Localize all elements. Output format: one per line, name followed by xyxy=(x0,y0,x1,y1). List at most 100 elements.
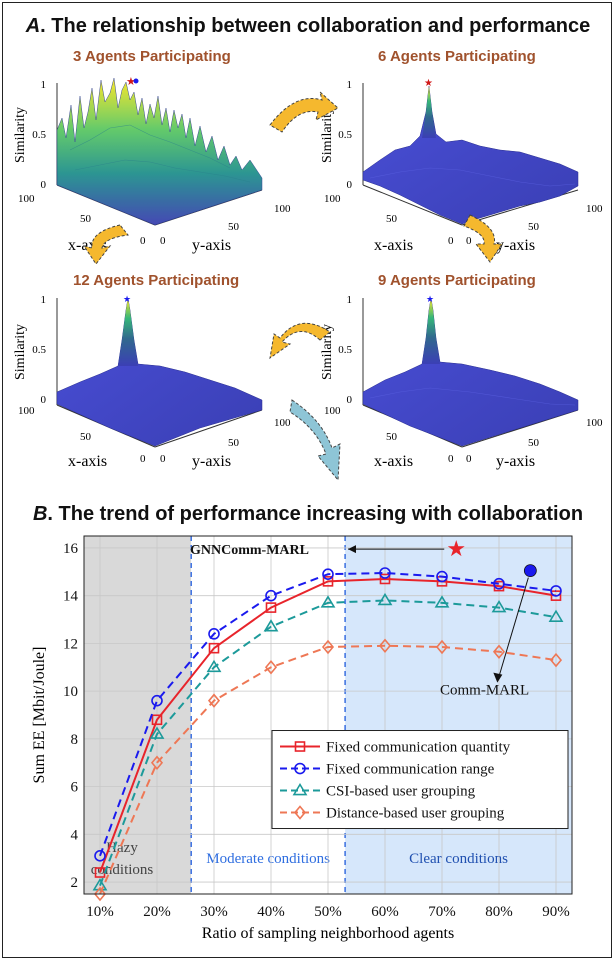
annotation-comm: Comm-MARL xyxy=(440,683,529,699)
legend-label-1: Fixed communication range xyxy=(326,762,495,778)
legend-label-3: Distance-based user grouping xyxy=(326,806,505,822)
xlabel-p3: x-axis xyxy=(68,453,107,470)
data-point-1-4 xyxy=(322,568,334,580)
ylabel-p3: y-axis xyxy=(192,453,231,470)
tick-x-0-p1: 0 xyxy=(140,235,146,247)
data-point-3-3 xyxy=(264,660,278,675)
surface-3-agents-mesh xyxy=(56,77,263,226)
tick-y-100-p3: 100 xyxy=(274,417,291,429)
data-point-2-8 xyxy=(548,609,564,622)
arrow-down-right-icon xyxy=(463,214,503,263)
tick-z-0-p4: 0 xyxy=(347,394,353,406)
data-point-2-7 xyxy=(491,600,507,613)
x-tick-label: 80% xyxy=(485,904,513,920)
legend-label-0: Fixed communication quantity xyxy=(326,740,511,756)
tick-z-1-p1: 1 xyxy=(41,79,47,91)
section-a-title: A. The relationship between collaboratio… xyxy=(25,15,591,37)
data-point-0-4 xyxy=(322,576,334,587)
panel-title-9-agents: 9 Agents Participating xyxy=(378,272,536,289)
peak-marker-12: ★ xyxy=(123,294,131,304)
surface-panel-6-agents: ★ xyxy=(362,78,579,226)
data-point-1-1 xyxy=(151,694,163,707)
surface-panel-3-agents: ★ xyxy=(56,76,263,226)
circle-marker-icon xyxy=(523,564,537,578)
data-point-3-5 xyxy=(378,638,392,654)
tick-y-0-p2: 0 xyxy=(466,235,472,247)
region-label-2: Clear conditions xyxy=(409,851,508,867)
data-point-2-0 xyxy=(92,878,108,891)
legend-marker-0 xyxy=(294,741,306,752)
y-tick-label: 6 xyxy=(71,780,79,796)
tick-z-0-p2: 0 xyxy=(347,179,353,191)
data-point-2-3 xyxy=(263,619,279,632)
y-tick-label: 10 xyxy=(63,684,78,700)
zlabel-p2: Similarity xyxy=(320,107,335,163)
x-tick-label: 30% xyxy=(200,904,228,920)
data-point-3-6 xyxy=(435,639,449,655)
panel-title-12-agents: 12 Agents Participating xyxy=(73,272,240,289)
arrow-right-icon xyxy=(269,90,339,133)
data-point-2-4 xyxy=(320,595,336,608)
data-point-3-7 xyxy=(492,644,506,660)
plot-frame xyxy=(83,535,573,895)
surface-plots: ★ 1 0.5 0 Similarity 100 50 0 0 50 100 x… xyxy=(13,76,603,482)
x-tick-label: 60% xyxy=(371,904,399,920)
y-tick-label: 4 xyxy=(71,827,79,843)
tick-y-100-p2: 100 xyxy=(586,203,603,215)
peak-marker-blue-3 xyxy=(133,78,139,84)
tick-z-05-p3: 0.5 xyxy=(32,344,46,356)
xlabel-p2: x-axis xyxy=(374,237,413,254)
peak-marker-red-6: ★ xyxy=(424,78,433,89)
tick-x-50-p3: 50 xyxy=(80,431,92,443)
data-point-2-1 xyxy=(149,726,165,739)
arrow-head-icon xyxy=(493,672,503,683)
data-point-3-2 xyxy=(207,693,221,708)
series-line-2 xyxy=(99,599,557,886)
tick-y-0-p4: 0 xyxy=(466,453,472,465)
surface-panel-12-agents: ★ xyxy=(56,294,263,448)
legend-marker-3 xyxy=(293,805,307,820)
region-label-0: Hazy xyxy=(106,840,138,856)
y-tick-label: 8 xyxy=(71,732,79,748)
tick-x-0-p2: 0 xyxy=(448,235,454,247)
tick-y-50-p1: 50 xyxy=(228,221,240,233)
section-b-title: B. The trend of performance increasing w… xyxy=(32,503,584,525)
y-tick-label: 2 xyxy=(71,875,79,891)
data-point-3-1 xyxy=(150,755,164,770)
data-point-2-2 xyxy=(206,659,222,673)
data-point-2-6 xyxy=(434,595,450,608)
legend-label-2: CSI-based user grouping xyxy=(326,784,476,800)
peak-marker-red-3: ★ xyxy=(126,76,136,88)
surface-panel-9-agents: ★ xyxy=(362,294,579,448)
data-point-1-3 xyxy=(265,589,277,602)
tick-z-05-p2: 0.5 xyxy=(338,129,352,141)
tick-y-50-p3: 50 xyxy=(228,437,240,449)
panel-title-6-agents: 6 Agents Participating xyxy=(378,48,536,65)
region-label-1: Moderate conditions xyxy=(206,851,330,867)
data-point-2-5 xyxy=(377,592,393,606)
data-point-0-1 xyxy=(151,714,163,726)
series-line-0 xyxy=(99,577,557,873)
tick-x-100-p4: 100 xyxy=(324,405,341,417)
tick-z-1-p2: 1 xyxy=(347,79,353,91)
x-tick-label: 40% xyxy=(257,904,285,920)
region-2 xyxy=(345,536,572,894)
tick-x-50-p4: 50 xyxy=(386,431,398,443)
surface-9-agents-mesh xyxy=(362,297,579,447)
data-point-1-8 xyxy=(550,585,562,597)
data-point-1-7 xyxy=(493,577,505,590)
tick-x-100-p2: 100 xyxy=(324,193,341,205)
zlabel-p1: Similarity xyxy=(13,107,28,163)
tick-y-0-p1: 0 xyxy=(160,235,166,247)
x-tick-label: 10% xyxy=(86,904,114,920)
legend-marker-1 xyxy=(294,762,306,775)
x-axis-label: Ratio of sampling neighborhood agents xyxy=(202,925,454,942)
data-point-0-5 xyxy=(379,573,391,585)
legend-marker-2 xyxy=(292,782,308,796)
y-tick-label: 16 xyxy=(63,541,79,557)
tick-z-1-p3: 1 xyxy=(41,294,47,306)
tick-x-0-p4: 0 xyxy=(448,453,454,465)
legend-box xyxy=(271,730,569,830)
xlabel-p4: x-axis xyxy=(374,453,413,470)
